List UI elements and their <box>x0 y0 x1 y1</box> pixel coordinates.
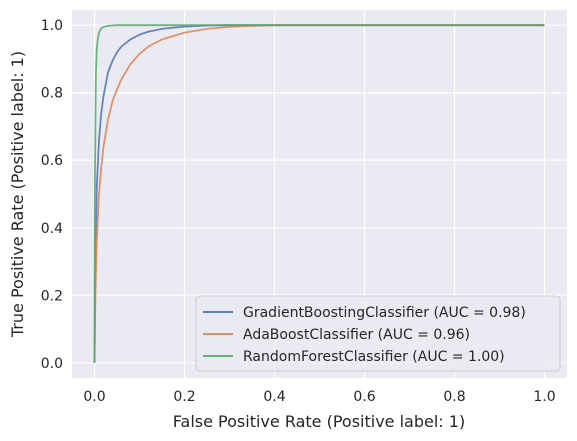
y-tick-labels: 0.0 0.2 0.4 0.6 0.8 1.0 <box>41 18 63 372</box>
x-axis-label: False Positive Rate (Positive label: 1) <box>173 412 465 431</box>
x-tick-label: 0.8 <box>443 389 465 405</box>
x-tick-label: 0.2 <box>173 389 195 405</box>
y-tick-label: 0.8 <box>41 86 63 102</box>
legend-label-gradient-boosting: GradientBoostingClassifier (AUC = 0.98) <box>243 305 526 321</box>
y-tick-label: 1.0 <box>41 18 63 34</box>
roc-curves <box>93 24 545 363</box>
y-tick-label: 0.4 <box>41 221 63 237</box>
random-forest-curve <box>93 24 545 363</box>
x-tick-label: 1.0 <box>533 389 555 405</box>
x-tick-label: 0.4 <box>263 389 285 405</box>
legend-label-random-forest: RandomForestClassifier (AUC = 1.00) <box>243 349 505 365</box>
x-tick-label: 0.0 <box>83 389 105 405</box>
y-tick-label: 0.2 <box>41 288 63 304</box>
grid-lines <box>72 10 567 378</box>
x-tick-labels: 0.0 0.2 0.4 0.6 0.8 1.0 <box>83 389 555 405</box>
x-tick-label: 0.6 <box>353 389 375 405</box>
legend: GradientBoostingClassifier (AUC = 0.98) … <box>195 295 561 372</box>
legend-label-adaboost: AdaBoostClassifier (AUC = 0.96) <box>243 327 470 343</box>
y-tick-label: 0.6 <box>41 153 63 169</box>
legend-box <box>195 295 561 372</box>
y-axis-label: True Positive Rate (Positive label: 1) <box>8 51 27 338</box>
y-tick-label: 0.0 <box>41 356 63 372</box>
